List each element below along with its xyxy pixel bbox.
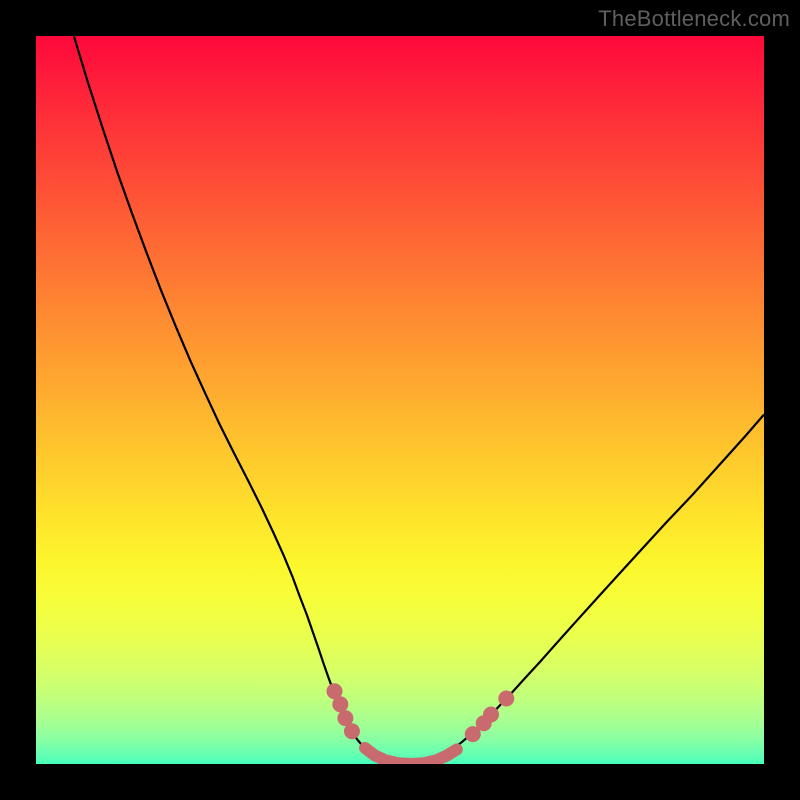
right-curve [407,415,764,764]
marker-dot [483,707,499,723]
left-curve [74,36,407,764]
curve-layer [36,36,764,764]
marker-dot [332,696,348,712]
chart-stage: TheBottleneck.com [0,0,800,800]
marker-dot [344,723,360,739]
plot-area [36,36,764,764]
marker-dot [498,690,514,706]
flat-segment [365,748,457,764]
watermark-label: TheBottleneck.com [598,6,790,32]
